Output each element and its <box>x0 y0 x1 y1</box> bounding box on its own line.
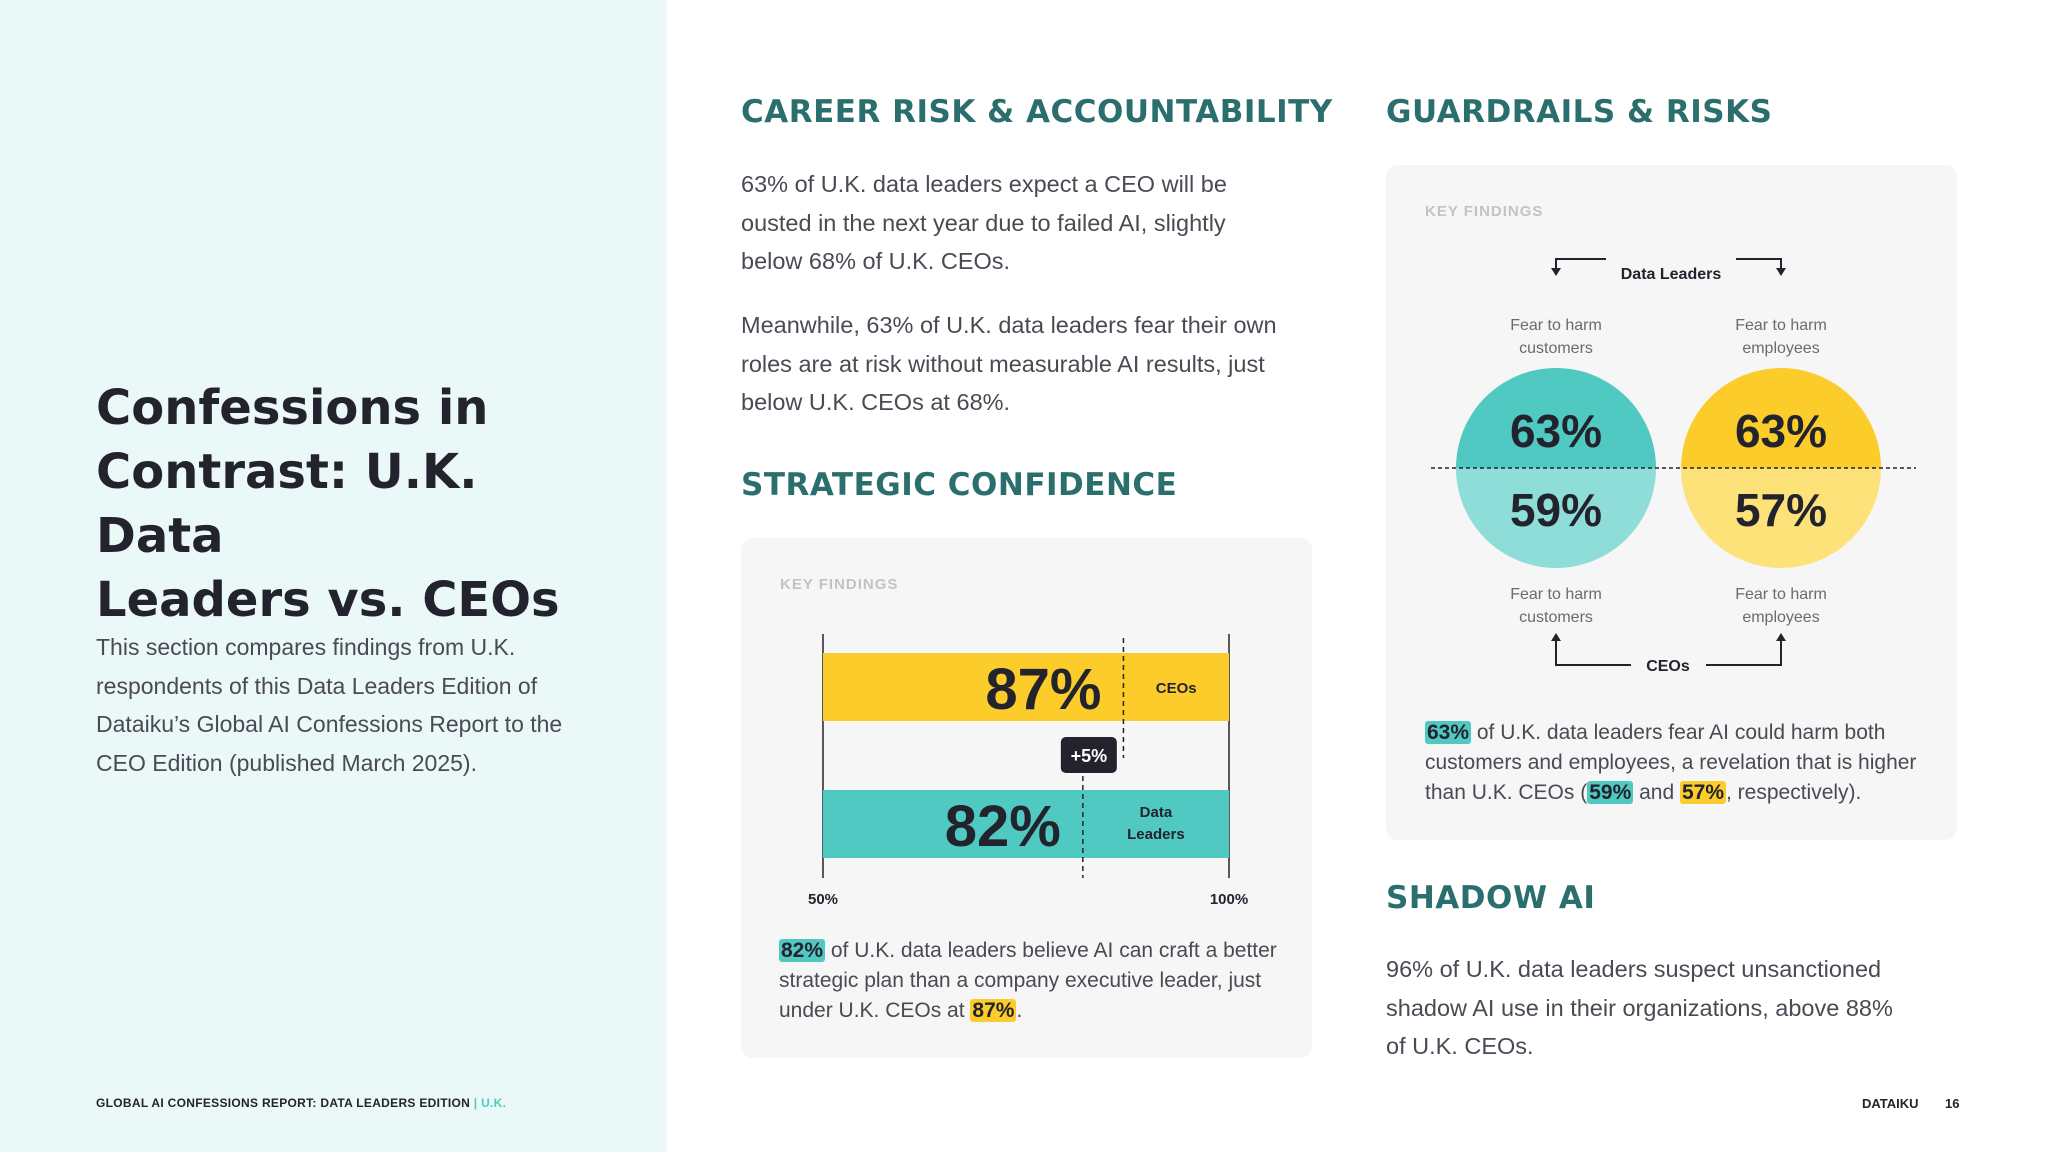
label-top-employees-1: Fear to harm <box>1735 317 1827 334</box>
value-employees-ceos: 57% <box>1735 484 1827 536</box>
caption-line: 63% of U.K. data leaders fear AI could h… <box>1425 718 1945 748</box>
value-customers-data-leaders: 63% <box>1510 405 1602 457</box>
para-line: of U.K. CEOs. <box>1386 1033 1534 1059</box>
bracket-top-left <box>1555 258 1606 272</box>
strategic-heading: STRATEGIC CONFIDENCE <box>741 467 1178 503</box>
caption-line: customers and employees, a revelation th… <box>1425 751 1917 774</box>
circle-customers-ceos <box>1456 468 1656 568</box>
arrow-top-left <box>1551 268 1561 276</box>
value-customers-ceos: 59% <box>1510 484 1602 536</box>
arrow-bottom-right <box>1776 633 1786 641</box>
label-top-employees-2: employees <box>1742 340 1819 357</box>
bracket-bottom-left <box>1555 635 1631 666</box>
difference-badge <box>1060 737 1117 773</box>
caption-line: under U.K. CEOs at 87%. <box>779 996 1299 1026</box>
brand-footer: DATAIKU <box>1862 1096 1919 1111</box>
caption-text: than U.K. CEOs ( <box>1425 781 1588 804</box>
circle-employees-data-leaders <box>1681 368 1881 468</box>
caption-line: than U.K. CEOs (59% and 57%, respectivel… <box>1425 778 1945 808</box>
label-bottom-customers-1: Fear to harm <box>1510 586 1602 603</box>
intro-line: This section compares findings from U.K. <box>96 634 516 660</box>
arrow-top-right <box>1776 268 1786 276</box>
value-label-data-leaders: 82% <box>945 794 1061 859</box>
caption-text: of U.K. data leaders fear AI could harm … <box>1471 721 1886 744</box>
report-name: GLOBAL AI CONFESSIONS REPORT: DATA LEADE… <box>96 1096 471 1110</box>
footer-country: U.K. <box>481 1096 507 1110</box>
bracket-bottom-right <box>1706 635 1782 666</box>
para-line: 96% of U.K. data leaders suspect unsanct… <box>1386 956 1882 982</box>
label-top-customers-2: customers <box>1519 340 1593 357</box>
caption-text: . <box>1016 999 1023 1022</box>
caption-line: strategic plan than a company executive … <box>779 969 1262 992</box>
guardrails-circles-chart: Data Leaders Fear to harm customers Fear… <box>1431 258 1916 675</box>
shadow-paragraph: 96% of U.K. data leaders suspect unsanct… <box>1386 950 1946 1066</box>
value-employees-data-leaders: 63% <box>1735 405 1827 457</box>
intro-line: respondents of this Data Leaders Edition… <box>96 672 538 699</box>
key-findings-label: KEY FINDINGS <box>780 576 899 593</box>
intro-line: Dataiku’s Global AI Confessions Report t… <box>96 711 563 737</box>
page-title: Confessions in Contrast: U.K. Data Leade… <box>96 376 616 632</box>
career-paragraph-2: Meanwhile, 63% of U.K. data leaders fear… <box>741 306 1301 422</box>
circle-employees-ceos <box>1681 468 1881 568</box>
para-line: 63% of U.K. data leaders expect a CEO wi… <box>741 171 1227 197</box>
intro-paragraph: This section compares findings from U.K.… <box>96 628 586 782</box>
difference-label: +5% <box>1071 746 1108 766</box>
highlight-82: 82% <box>779 939 826 962</box>
arrow-bottom-left <box>1551 633 1561 641</box>
caption-text: of U.K. data leaders believe AI can craf… <box>825 939 1277 962</box>
highlight-63: 63% <box>1425 721 1472 744</box>
career-paragraph-1: 63% of U.K. data leaders expect a CEO wi… <box>741 165 1301 281</box>
para-line: below 68% of U.K. CEOs. <box>741 248 1011 274</box>
guardrails-caption: 63% of U.K. data leaders fear AI could h… <box>1425 718 1945 808</box>
caption-text: and <box>1633 781 1680 804</box>
key-findings-label: KEY FINDINGS <box>1425 203 1544 220</box>
caption-text: , respectively). <box>1726 781 1862 804</box>
category-label-ceos: CEOs <box>1156 680 1197 697</box>
category-label-leaders: Leaders <box>1127 826 1185 843</box>
page-number: 16 <box>1945 1096 1960 1111</box>
group-label-data-leaders: Data Leaders <box>1621 266 1722 283</box>
bracket-top-right <box>1736 258 1782 272</box>
title-line: Leaders vs. CEOs <box>96 572 560 628</box>
guardrails-heading: GUARDRAILS & RISKS <box>1386 94 1773 130</box>
intro-line: CEO Edition (published March 2025). <box>96 749 477 776</box>
strategic-bar-chart: 87% 82% CEOs Data Leaders +5% 50% 100% <box>808 634 1248 908</box>
para-line: shadow AI use in their organizations, ab… <box>1386 994 1893 1021</box>
caption-line: 82% of U.K. data leaders believe AI can … <box>779 936 1299 966</box>
career-heading: CAREER RISK & ACCOUNTABILITY <box>741 94 1333 130</box>
title-line: Contrast: U.K. Data <box>96 444 478 564</box>
value-label-ceos: 87% <box>985 657 1101 722</box>
circle-customers-data-leaders <box>1456 368 1656 468</box>
para-line: below U.K. CEOs at 68%. <box>741 389 1011 415</box>
bar-data-leaders <box>823 790 1229 858</box>
label-bottom-employees-2: employees <box>1742 609 1819 626</box>
strategic-caption: 82% of U.K. data leaders believe AI can … <box>779 936 1299 1026</box>
label-bottom-customers-2: customers <box>1519 609 1593 626</box>
highlight-57: 57% <box>1679 781 1726 804</box>
bar-ceos <box>823 653 1229 721</box>
group-label-ceos: CEOs <box>1646 658 1690 675</box>
highlight-59: 59% <box>1587 781 1634 804</box>
para-line: ousted in the next year due to failed AI… <box>741 209 1226 236</box>
title-line: Confessions in <box>96 380 489 436</box>
tick-label-max: 100% <box>1210 891 1248 908</box>
left-panel <box>0 0 667 1152</box>
category-label-data: Data <box>1140 804 1173 821</box>
para-line: roles are at risk without measurable AI … <box>741 350 1265 377</box>
footer-separator: | <box>470 1096 482 1110</box>
shadow-heading: SHADOW AI <box>1386 880 1596 916</box>
tick-label-min: 50% <box>808 891 838 908</box>
highlight-87: 87% <box>970 999 1017 1022</box>
label-bottom-employees-1: Fear to harm <box>1735 586 1827 603</box>
report-footer: GLOBAL AI CONFESSIONS REPORT: DATA LEADE… <box>96 1096 506 1110</box>
label-top-customers-1: Fear to harm <box>1510 317 1602 334</box>
caption-text: under U.K. CEOs at <box>779 999 971 1022</box>
para-line: Meanwhile, 63% of U.K. data leaders fear… <box>741 312 1277 338</box>
